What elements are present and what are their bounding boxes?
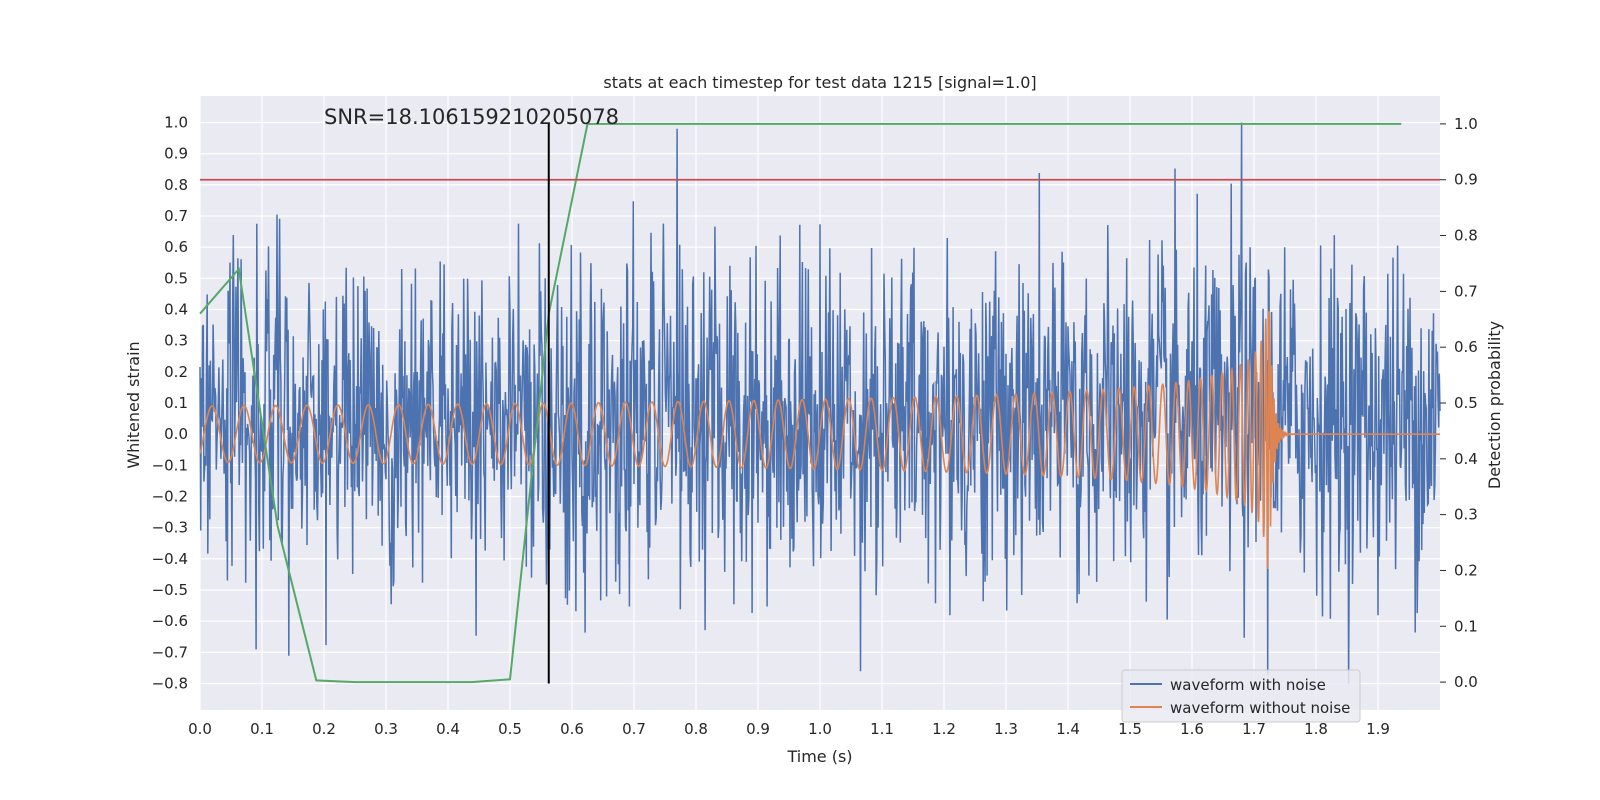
x-tick-label: 1.7 <box>1242 720 1266 738</box>
series-detection-probability <box>199 122 1402 684</box>
y-tick-label: 0.4 <box>164 300 188 318</box>
y-tick-label: 1.0 <box>164 113 188 131</box>
y-tick-label: 0.2 <box>164 363 188 381</box>
y-tick-label: 0.7 <box>164 207 188 225</box>
y2-tick-label: 0.6 <box>1454 338 1478 356</box>
y-tick-label: −0.5 <box>152 581 188 599</box>
y-tick-label: −0.2 <box>152 488 188 506</box>
chart-title: stats at each timestep for test data 121… <box>603 73 1036 92</box>
y2-tick-label: 0.8 <box>1454 227 1478 245</box>
x-tick-label: 0.7 <box>622 720 646 738</box>
y-tick-label: 0.3 <box>164 332 188 350</box>
detection-probability-line <box>199 122 1402 684</box>
y2-tick-label: 0.1 <box>1454 617 1478 635</box>
x-tick-label: 0.9 <box>746 720 770 738</box>
x-tick-label: 0.1 <box>250 720 274 738</box>
y-tick-label: −0.8 <box>152 675 188 693</box>
waveform-with-noise-line <box>199 122 1441 684</box>
x-tick-label: 0.6 <box>560 720 584 738</box>
axis-ticks: 0.0 0.1 0.2 0.3 0.4 0.5 0.6 0.7 0.8 0.9 1.0 1.1 1.2 1… <box>152 113 1478 738</box>
x-tick-label: 1.5 <box>1118 720 1142 738</box>
y-tick-label: 0.5 <box>164 269 188 287</box>
x-tick-label: 0.0 <box>188 720 212 738</box>
x-tick-label: 0.5 <box>498 720 522 738</box>
waveform-without-noise-line <box>199 311 1440 570</box>
y2-tick-label: 0.9 <box>1454 171 1478 189</box>
x-tick-label: 0.4 <box>436 720 460 738</box>
x-tick-label: 1.2 <box>932 720 956 738</box>
x-tick-label: 1.8 <box>1304 720 1328 738</box>
y2-axis-label: Detection probability <box>1485 321 1504 489</box>
series-waveform-without-noise <box>199 311 1440 570</box>
legend: waveform with noise waveform without noi… <box>1121 669 1361 723</box>
y-tick-label: −0.3 <box>152 519 188 537</box>
x-tick-label: 1.0 <box>808 720 832 738</box>
y-tick-label: −0.7 <box>152 643 188 661</box>
y-tick-label: 0.0 <box>164 425 188 443</box>
y-tick-label: −0.4 <box>152 550 188 568</box>
legend-box <box>1121 669 1361 723</box>
x-tick-label: 1.4 <box>1056 720 1080 738</box>
y-tick-label: 0.1 <box>164 394 188 412</box>
x-tick-label: 0.2 <box>312 720 336 738</box>
y-tick-label: 0.9 <box>164 145 188 163</box>
y2-tick-label: 0.3 <box>1454 506 1478 524</box>
y2-tick-label: 0.2 <box>1454 561 1478 579</box>
y2-tick-label: 1.0 <box>1454 115 1478 133</box>
y2-tick-label: 0.0 <box>1454 673 1478 691</box>
y-tick-label: −0.1 <box>152 456 188 474</box>
y2-tick-label: 0.5 <box>1454 394 1478 412</box>
x-tick-label: 1.1 <box>870 720 894 738</box>
x-axis-label: Time (s) <box>786 747 852 766</box>
y-tick-label: 0.8 <box>164 176 188 194</box>
y2-tick-label: 0.7 <box>1454 282 1478 300</box>
reference-lines <box>200 122 1440 684</box>
y2-tick-label: 0.4 <box>1454 450 1478 468</box>
legend-label-clean: waveform without noise <box>1170 699 1350 717</box>
x-tick-label: 1.3 <box>994 720 1018 738</box>
x-tick-label: 1.6 <box>1180 720 1204 738</box>
x-tick-label: 1.9 <box>1366 720 1390 738</box>
y-tick-label: 0.6 <box>164 238 188 256</box>
x-tick-label: 0.8 <box>684 720 708 738</box>
y-tick-label: −0.6 <box>152 612 188 630</box>
series-waveform-with-noise <box>199 122 1441 684</box>
legend-label-noise: waveform with noise <box>1170 676 1326 694</box>
y-axis-label: Whitened strain <box>124 341 143 468</box>
x-tick-label: 0.3 <box>374 720 398 738</box>
snr-annotation: SNR=18.106159210205078 <box>324 105 619 129</box>
